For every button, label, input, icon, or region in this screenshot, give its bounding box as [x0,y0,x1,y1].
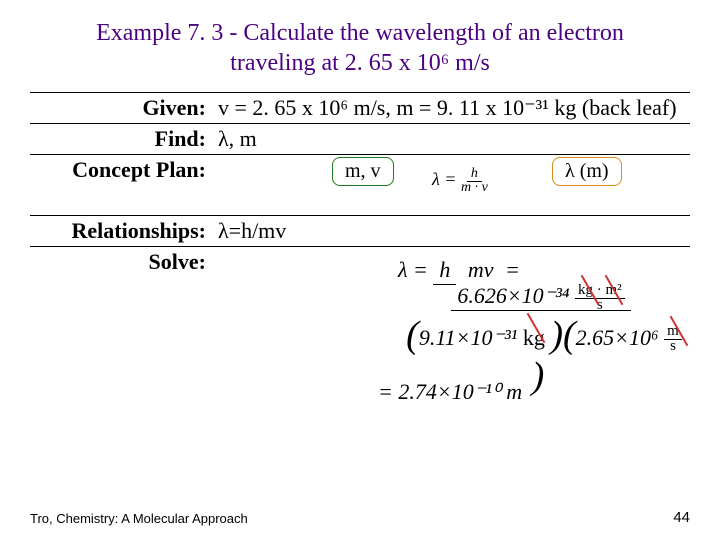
given-value: v = 2. 65 x 10⁶ m/s, m = 9. 11 x 10⁻³¹ k… [212,93,690,124]
find-value: λ, m [212,124,690,155]
main-equation: λ = h mv = 6.626×10⁻³⁴ [398,257,684,397]
mini-equation: λ = h m · v [432,167,488,195]
page-number: 44 [673,509,690,526]
h-value: 6.626×10⁻³⁴ [457,283,569,308]
content-table: Given: v = 2. 65 x 10⁶ m/s, m = 9. 11 x … [30,92,690,421]
title-line1: Example 7. 3 - Calculate the wavelength … [96,20,624,46]
slide-title: Example 7. 3 - Calculate the wavelength … [30,18,690,78]
solve-label: Solve: [30,246,212,421]
eq-small-num: h [433,255,456,285]
find-label: Find: [30,124,212,155]
given-label: Given: [30,93,212,124]
mini-lhs: λ = [432,169,456,189]
eq-small-den: mv [462,255,500,284]
v-value: 2.65×10⁶ [576,325,659,350]
chip-mv: m, v [332,157,394,186]
title-line2: traveling at 2. 65 x 10⁶ m/s [230,50,490,76]
v-units-den: s [670,338,676,354]
relationships-label: Relationships: [30,215,212,246]
concept-label: Concept Plan: [30,155,212,211]
solve-area: λ = h mv = 6.626×10⁻³⁴ [212,246,690,421]
relationships-value: λ=h/mv [212,215,690,246]
m-value: 9.11×10⁻³¹ [419,325,518,350]
eq-lhs: λ [398,257,408,282]
mini-den: m · v [461,180,488,195]
result-line: = 2.74×10⁻¹⁰ m [378,379,522,405]
chip-lambda: λ (m) [552,157,622,186]
concept-plan-area: m, v λ = h m · v λ (m) [212,155,690,211]
footer-attribution: Tro, Chemistry: A Molecular Approach [30,511,248,526]
